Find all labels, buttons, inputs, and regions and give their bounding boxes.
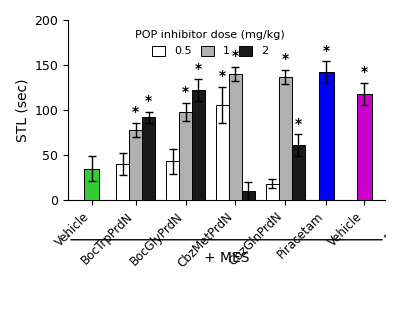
Text: *: * [195,62,202,76]
Text: *: * [323,44,330,58]
Legend: 0.5, 1, 2: 0.5, 1, 2 [131,26,289,61]
Bar [279,77,292,200]
Bar [229,74,242,200]
Text: *: * [219,69,226,83]
Bar [357,94,372,200]
Text: *: * [182,85,189,99]
Bar [84,168,99,200]
Bar [129,130,142,200]
Bar [192,90,205,200]
Bar [216,105,229,200]
Bar [242,191,255,200]
Bar [179,112,192,200]
Bar [266,184,279,200]
Bar [166,161,179,200]
Text: *: * [145,94,152,108]
Bar [292,145,305,200]
Bar [318,72,334,200]
Text: *: * [361,66,368,80]
Text: *: * [282,52,289,66]
Text: + MES: + MES [204,251,249,265]
Text: *: * [132,105,139,119]
Text: *: * [294,117,302,131]
Text: *: * [232,49,239,63]
Y-axis label: STL (sec): STL (sec) [15,78,29,142]
Bar [116,164,129,200]
Bar [142,117,155,200]
